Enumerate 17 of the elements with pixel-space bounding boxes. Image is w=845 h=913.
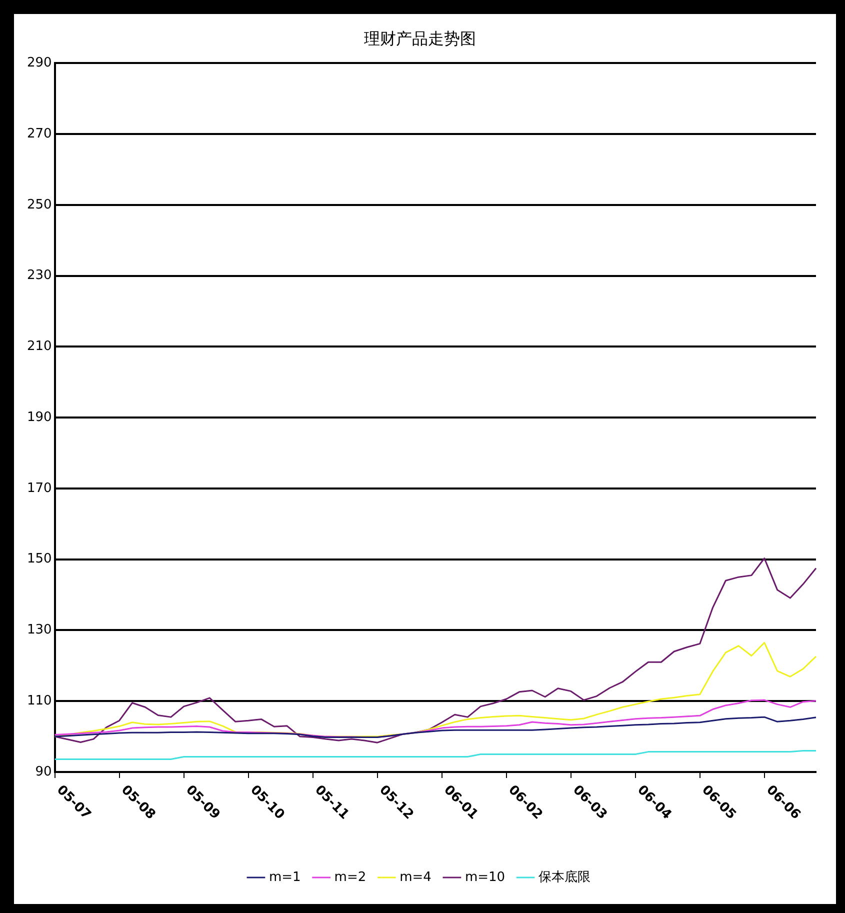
legend-label: 保本底限	[538, 870, 591, 885]
y-tick-label: 110	[26, 693, 52, 708]
chart-title: 理财产品走势图	[364, 28, 476, 48]
y-tick-label: 210	[26, 339, 52, 354]
legend-label: m=10	[464, 870, 506, 885]
y-tick-label: 290	[26, 56, 52, 71]
y-tick-label: 170	[26, 480, 52, 496]
legend-label: m=2	[334, 870, 366, 885]
y-tick-label: 190	[26, 410, 52, 425]
y-tick-label: 230	[26, 268, 52, 284]
y-tick-label: 250	[26, 197, 52, 212]
legend-label: m=1	[268, 870, 301, 885]
y-tick-label: 90	[35, 764, 52, 780]
y-tick-label: 150	[26, 552, 52, 567]
y-tick-label: 270	[26, 126, 52, 142]
y-tick-label: 130	[26, 622, 52, 638]
legend-label: m=4	[400, 870, 432, 885]
